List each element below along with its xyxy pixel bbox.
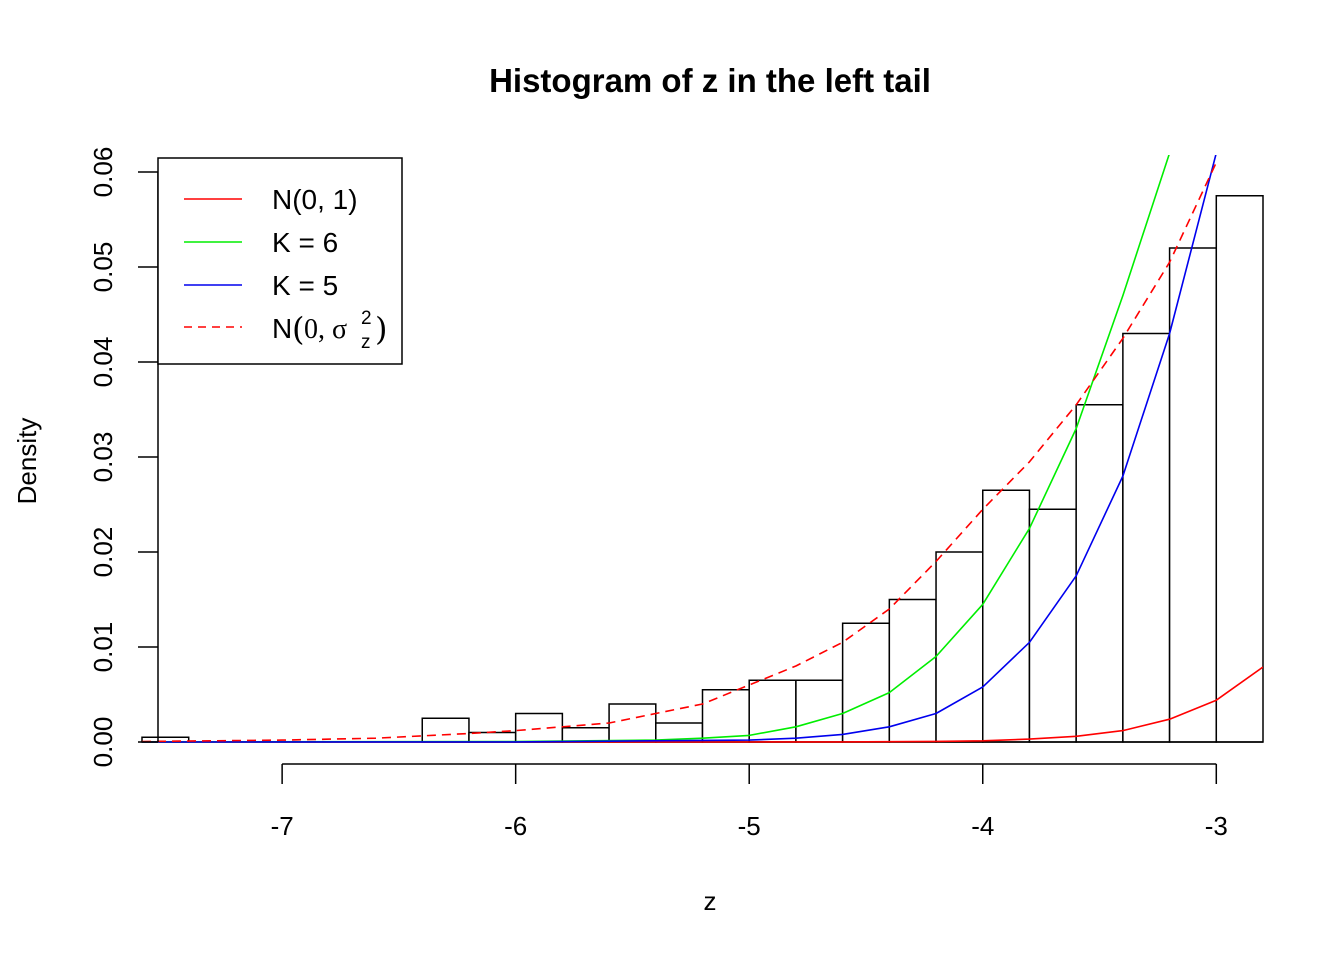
y-tick-label: 0.06 xyxy=(88,147,118,198)
y-axis: 0.00 0.01 0.02 0.03 0.04 0.05 0.06 xyxy=(88,147,159,768)
histogram-bar-17 xyxy=(1168,247,1218,743)
histogram-bar-1 xyxy=(421,717,470,743)
histogram-bar-12 xyxy=(935,551,984,743)
legend-label-k5: K = 5 xyxy=(272,270,338,301)
histogram-bar-2 xyxy=(468,731,517,743)
x-tick-label: -6 xyxy=(504,811,527,841)
histogram-bar-9 xyxy=(795,679,844,743)
y-tick-label: 0.03 xyxy=(88,432,118,483)
histogram-bar-14 xyxy=(1028,508,1077,743)
y-tick-label: 0.05 xyxy=(88,242,118,293)
legend: N(0, 1) K = 6 K = 5 N ( 0, σ 2 z ) xyxy=(157,157,403,365)
histogram-bar-18 xyxy=(1215,195,1264,743)
x-axis-label: z xyxy=(704,886,717,916)
y-tick-label: 0.02 xyxy=(88,527,118,578)
legend-label-nsigma-sub: z xyxy=(361,332,371,353)
x-axis: -7 -6 -5 -4 -3 xyxy=(271,763,1228,841)
x-tick-label: -5 xyxy=(738,811,761,841)
histogram-bar-7 xyxy=(701,689,750,743)
density-curves xyxy=(142,155,1263,743)
legend-label-nsigma-open: ( xyxy=(292,310,304,348)
legend-label-nsigma-body: 0, σ xyxy=(304,314,347,345)
histogram-bar-13 xyxy=(982,489,1031,743)
histogram-bar-11 xyxy=(888,598,937,743)
histogram-bars xyxy=(141,195,1264,743)
chart-title: Histogram of z in the left tail xyxy=(489,62,931,99)
y-axis-label: Density xyxy=(12,418,42,505)
histogram-bar-10 xyxy=(841,622,891,743)
x-tick-label: -4 xyxy=(971,811,994,841)
histogram-bar-8 xyxy=(748,679,797,743)
legend-label-n01: N(0, 1) xyxy=(272,184,358,215)
histogram-bar-15 xyxy=(1075,404,1124,743)
histogram-bar-16 xyxy=(1122,332,1171,743)
legend-label-nsigma-sup: 2 xyxy=(361,308,372,329)
curve-k5 xyxy=(142,155,1217,743)
y-tick-label: 0.04 xyxy=(88,337,118,388)
legend-box xyxy=(157,157,403,365)
y-tick-label: 0.00 xyxy=(88,717,118,768)
legend-label-nsigma-close: ) xyxy=(375,310,387,348)
curve-k6 xyxy=(142,155,1170,743)
x-tick-label: -3 xyxy=(1205,811,1228,841)
legend-label-nsigma-main: N xyxy=(272,313,292,344)
x-tick-label: -7 xyxy=(271,811,294,841)
histogram-bar-5 xyxy=(608,703,657,743)
legend-label-k6: K = 6 xyxy=(272,227,338,258)
y-tick-label: 0.01 xyxy=(88,622,118,673)
